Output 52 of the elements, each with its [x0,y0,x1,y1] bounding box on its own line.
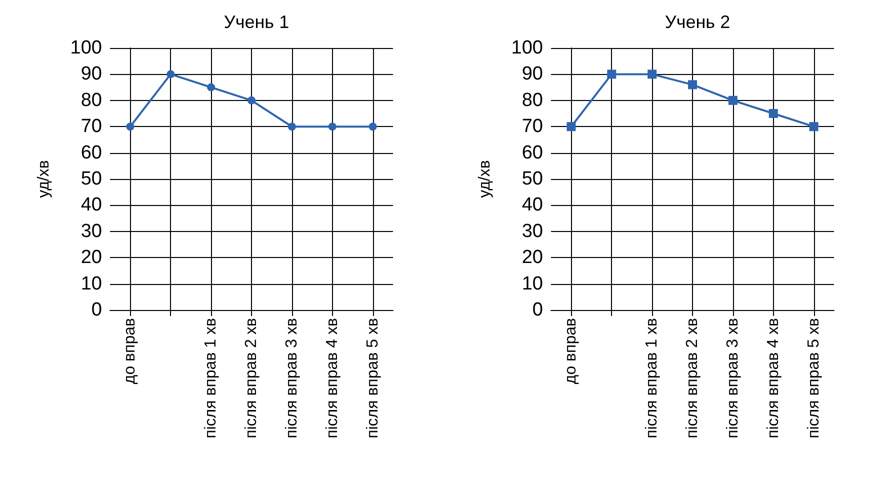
x-tick-label: після вправ 1 хв [644,318,661,438]
y-tick-label: 90 [80,64,102,85]
y-tick-label: 50 [80,168,102,190]
y-tick-label: 100 [70,38,102,58]
y-tick-label: 10 [522,273,543,294]
y-axis-title: уд/хв [36,160,52,198]
y-tick-label: 10 [80,273,102,294]
y-tick-label: 30 [80,220,102,242]
x-tick-label: після вправ 2 хв [684,318,701,438]
point [768,109,778,118]
x-tick-label: після вправ 3 хв [283,318,300,438]
point [648,70,657,79]
y-tick-label: 70 [522,116,543,138]
point [688,80,697,90]
point [607,70,616,79]
point [126,122,134,131]
y-tick-label: 40 [522,194,543,216]
x-tick-label: після вправ 5 хв [364,318,382,438]
y-tick-label: 0 [532,300,543,320]
x-tick-label: після вправ 5 хв [805,318,822,438]
y-tick-label: 20 [522,247,543,268]
x-tick-label: до вправ [562,318,580,384]
point [728,96,738,105]
y-tick-label: 60 [80,142,102,164]
y-tick-label: 90 [522,64,543,85]
x-tick-label: до вправ [122,318,139,384]
point [328,122,336,131]
point [166,70,175,78]
x-tick-label: після вправ 3 хв [724,318,742,438]
chart-title: Учень 2 [664,12,730,32]
x-tick-label: після вправ 1 хв [202,318,220,438]
point [809,122,818,132]
y-tick-label: 40 [80,194,102,216]
y-tick-label: 50 [522,168,543,190]
point [207,83,216,92]
y-tick-label: 0 [91,300,102,320]
y-tick-label: 20 [80,247,102,268]
y-axis-title: уд/хв [476,160,494,198]
y-tick-label: 80 [522,90,543,111]
point [368,122,377,131]
point [566,122,576,132]
x-tick-label: після вправ 2 хв [243,318,260,438]
point [248,96,256,104]
y-tick-label: 30 [522,220,543,242]
point [288,122,296,131]
y-tick-label: 80 [80,90,102,111]
y-tick-label: 60 [522,142,543,164]
y-tick-label: 100 [511,38,543,58]
y-tick-label: 70 [80,116,102,138]
x-tick-label: після вправ 4 хв [324,318,341,438]
x-tick-label: після вправ 4 хв [764,318,782,438]
chart-title: Учень 1 [224,12,290,32]
